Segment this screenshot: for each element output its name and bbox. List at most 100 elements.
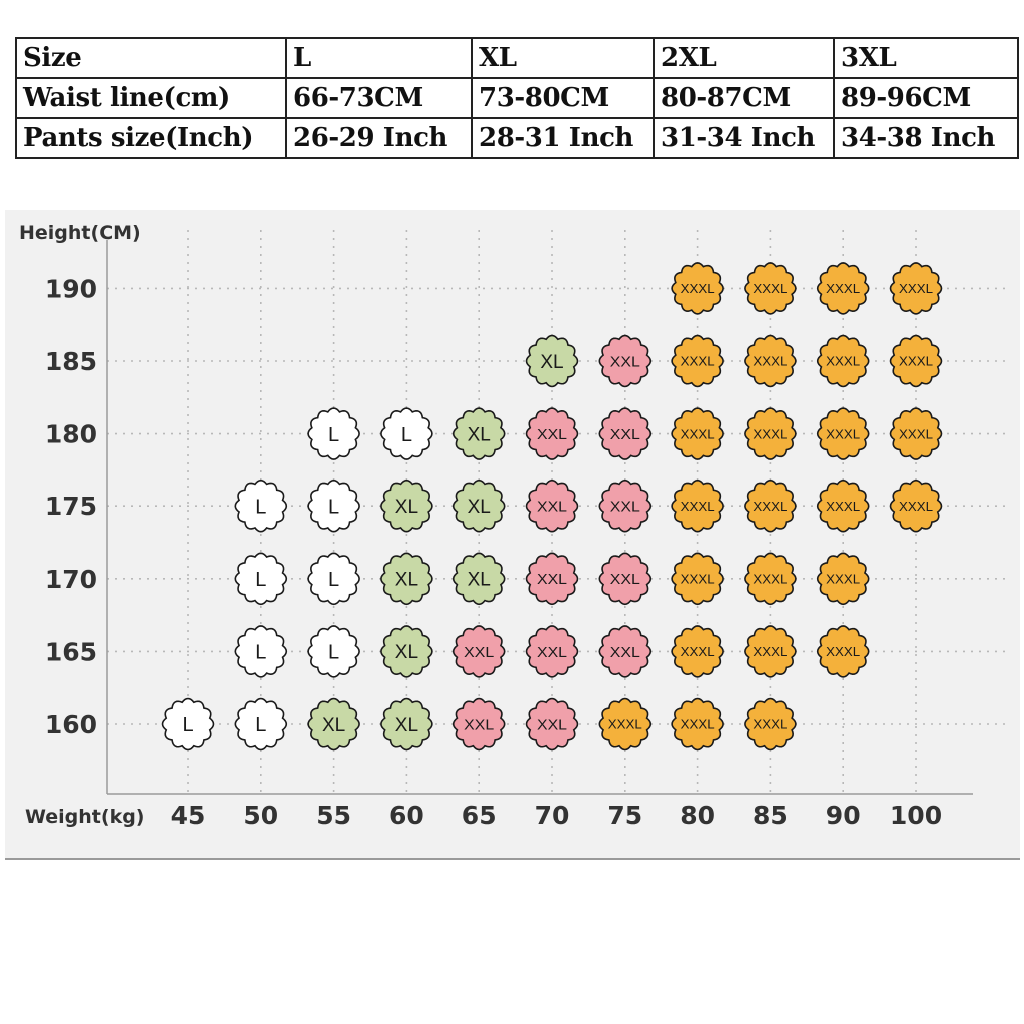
- table-cell: L: [285, 37, 473, 79]
- badge-shape: [744, 697, 797, 751]
- size-badge-xl: XL: [525, 334, 579, 388]
- badge-shape: [525, 697, 579, 751]
- size-badge-xxxl: XXXL: [744, 625, 797, 678]
- table-cell: 28-31 Inch: [471, 117, 655, 159]
- badge-label: XXL: [537, 716, 567, 733]
- size-badge-xxxl: XXXL: [744, 334, 797, 388]
- y-tick-label: 160: [45, 710, 97, 739]
- badge-shape: [744, 479, 797, 533]
- badge-shape: [380, 697, 433, 751]
- badge-shape: [307, 479, 360, 533]
- badge-shape: [525, 552, 579, 606]
- x-tick-label: 70: [535, 801, 570, 830]
- size-badge-xxxl: XXXL: [671, 625, 724, 678]
- size-badge-xl: XL: [452, 407, 506, 460]
- badge-shape: [816, 625, 870, 678]
- badge-label: XL: [468, 424, 491, 445]
- badge-shape: [816, 334, 870, 388]
- badge-shape: [380, 407, 433, 460]
- badge-shape: [307, 697, 360, 751]
- size-badge-xxxl: XXXL: [816, 407, 870, 460]
- badge-shape: [598, 697, 652, 751]
- badge-label: XXXL: [753, 499, 787, 514]
- size-badge-xl: XL: [380, 625, 433, 678]
- badge-shape: [671, 334, 724, 388]
- badge-shape: [889, 262, 943, 315]
- badge-shape: [671, 479, 724, 533]
- badge-label: XXL: [537, 426, 567, 443]
- size-badge-xxl: XXL: [525, 479, 579, 533]
- badge-shape: [525, 407, 579, 460]
- size-badge-xxxl: XXXL: [816, 262, 870, 315]
- y-tick-label: 190: [45, 274, 97, 303]
- x-tick-label: 100: [890, 801, 942, 830]
- badge-shape: [525, 334, 579, 388]
- badge-label: L: [328, 642, 339, 664]
- badge-shape: [889, 334, 943, 388]
- table-cell: 80-87CM: [653, 77, 835, 119]
- badge-shape: [452, 697, 506, 751]
- badge-label: XXL: [464, 716, 494, 733]
- size-badge-xxl: XXL: [598, 552, 652, 606]
- chart-tick-labels: 45 50 55 60 65 70 75 80 85 90 100 160 165 170 175 180 18…: [45, 274, 942, 830]
- badge-label: XXXL: [826, 644, 860, 659]
- badge-shape: [234, 552, 288, 606]
- x-tick-label: 50: [243, 801, 278, 830]
- table-row-pants: Pants size(Inch) 26-29 Inch 28-31 Inch 3…: [15, 117, 1019, 159]
- size-badge-xxl: XXL: [525, 697, 579, 751]
- badge-shape: [380, 479, 433, 533]
- size-chart-panel: Height(CM) Weight(kg) 45 50 55 60 65 70 75 80 85…: [5, 210, 1020, 860]
- size-badge-xxl: XXL: [598, 479, 652, 533]
- badge-label: XXXL: [753, 717, 787, 732]
- badge-label: XXXL: [681, 571, 715, 586]
- badge-shape: [525, 479, 579, 533]
- badge-shape: [816, 407, 870, 460]
- size-badge-l: L: [307, 552, 360, 606]
- badge-shape: [816, 479, 870, 533]
- x-axis-label: Weight(kg): [25, 806, 145, 828]
- size-badge-l: L: [307, 625, 360, 678]
- badge-label: XL: [395, 642, 418, 663]
- badge-label: XXXL: [899, 499, 933, 514]
- size-badge-l: L: [234, 552, 288, 606]
- badge-shape: [452, 625, 506, 678]
- x-tick-label: 75: [607, 801, 642, 830]
- badge-shape: [380, 625, 433, 678]
- badge-shape: [307, 552, 360, 606]
- x-tick-label: 55: [316, 801, 351, 830]
- size-badge-xxxl: XXXL: [889, 334, 943, 388]
- size-badge-l: L: [161, 697, 215, 751]
- badge-label: XXL: [610, 644, 640, 661]
- badge-shape: [234, 625, 288, 678]
- badge-label: XXXL: [753, 426, 787, 441]
- badge-label: XXXL: [681, 281, 715, 296]
- size-badge-xxxl: XXXL: [889, 262, 943, 315]
- badge-label: XXXL: [681, 499, 715, 514]
- badge-shape: [234, 479, 288, 533]
- size-badge-xxxl: XXXL: [744, 479, 797, 533]
- size-badge-xl: XL: [307, 697, 360, 751]
- badge-shape: [452, 407, 506, 460]
- size-badge-xxxl: XXXL: [671, 697, 724, 751]
- size-badge-l: L: [307, 407, 360, 460]
- badge-label: XXXL: [826, 499, 860, 514]
- y-tick-label: 170: [45, 565, 97, 594]
- badge-shape: [671, 407, 724, 460]
- size-badge-xxxl: XXXL: [671, 552, 724, 606]
- size-badge-xxxl: XXXL: [744, 552, 797, 606]
- table-cell: XL: [471, 37, 655, 79]
- badge-label: XXL: [464, 644, 494, 661]
- size-badge-xxl: XXL: [525, 552, 579, 606]
- size-badge-xl: XL: [452, 479, 506, 533]
- y-tick-label: 185: [45, 347, 97, 376]
- table-cell: 34-38 Inch: [833, 117, 1019, 159]
- badge-label: XXXL: [681, 426, 715, 441]
- size-badge-l: L: [307, 479, 360, 533]
- badge-label: XXL: [610, 353, 640, 370]
- size-badge-xxxl: XXXL: [744, 697, 797, 751]
- badge-label: XL: [540, 352, 563, 373]
- badge-shape: [671, 262, 724, 315]
- badge-label: XL: [322, 715, 345, 736]
- badge-shape: [598, 334, 652, 388]
- badge-label: XXXL: [608, 717, 642, 732]
